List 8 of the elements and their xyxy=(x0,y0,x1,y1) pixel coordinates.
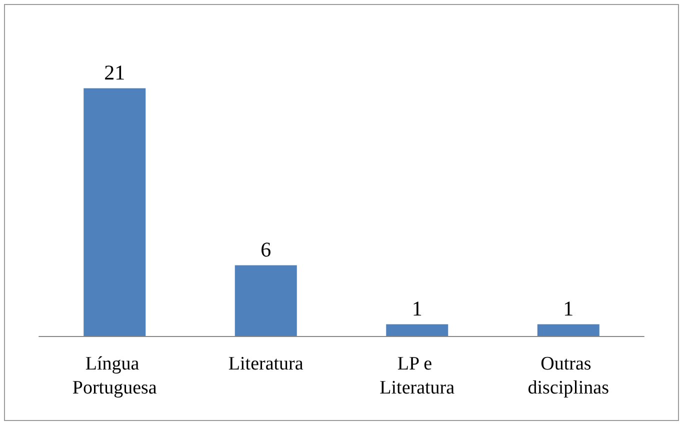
data-label: 1 xyxy=(412,296,422,321)
data-label: 6 xyxy=(260,238,272,262)
x-tick-label: Outras disciplinas xyxy=(528,354,610,398)
x-tick-label: Língua Portuguesa xyxy=(72,354,158,398)
data-label: 21 xyxy=(104,60,126,85)
data-label: 1 xyxy=(563,296,574,321)
x-tick-label: LP e Literatura xyxy=(380,354,456,398)
x-tick-label: Literatura xyxy=(228,354,304,374)
